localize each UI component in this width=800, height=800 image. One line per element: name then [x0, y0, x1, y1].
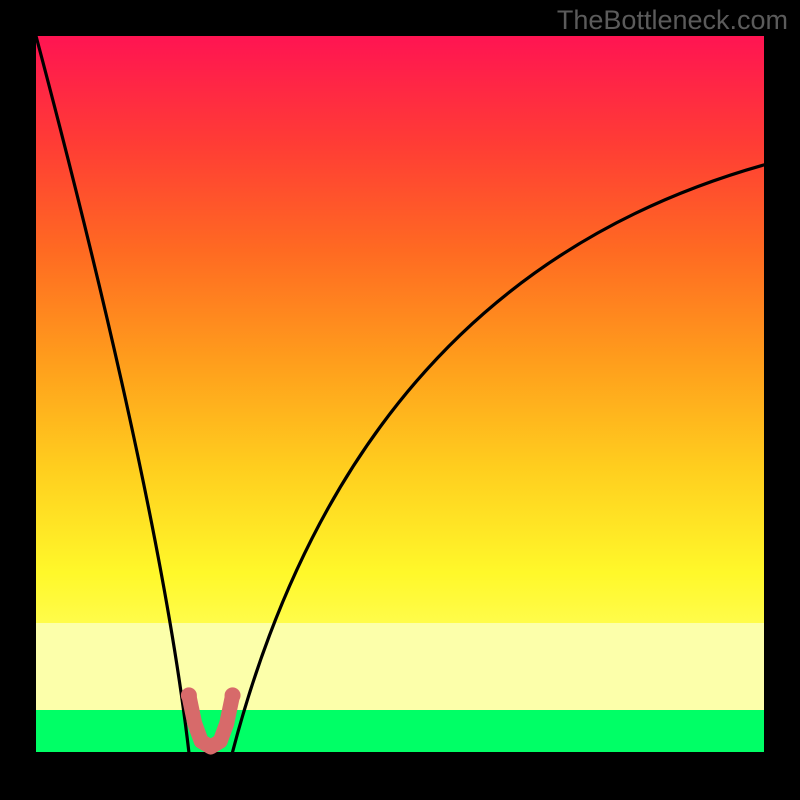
chart-stage: TheBottleneck.com	[0, 0, 800, 800]
watermark-text: TheBottleneck.com	[557, 5, 788, 36]
bottom-strip-green	[36, 710, 764, 752]
bottom-strip-pale-yellow	[36, 623, 764, 710]
